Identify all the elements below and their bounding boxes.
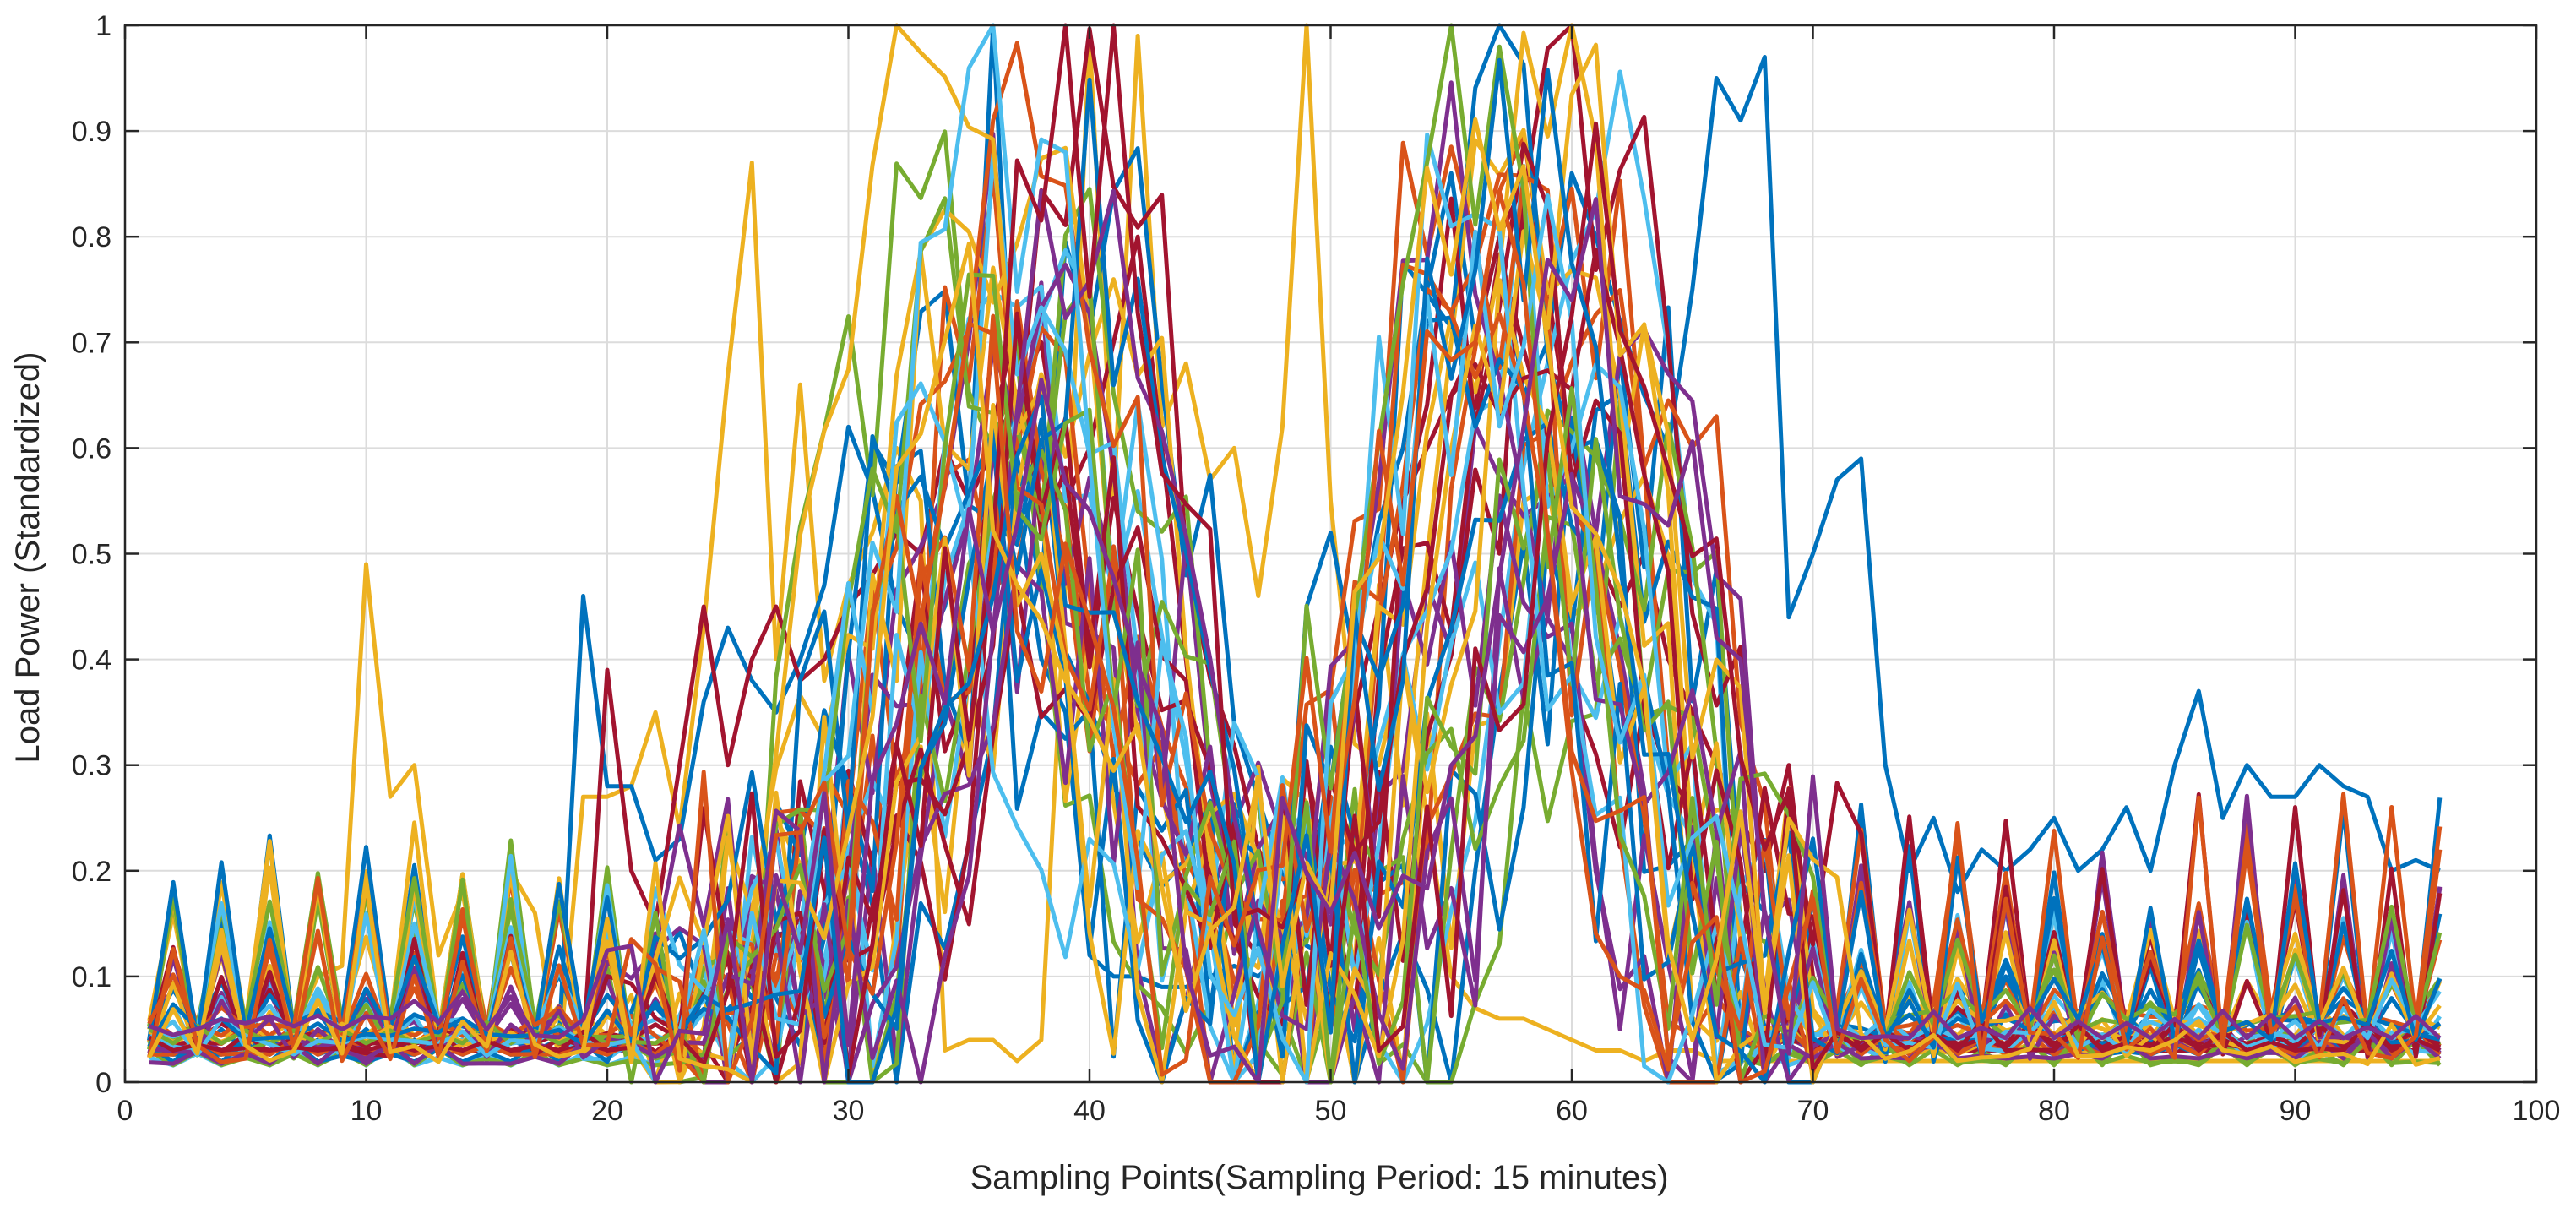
y-tick-label: 0.9: [72, 116, 111, 148]
y-tick-label: 0.8: [72, 221, 111, 253]
x-tick-label: 50: [1315, 1095, 1347, 1127]
series-line: [147, 262, 2443, 1085]
x-axis-label: Sampling Points(Sampling Period: 15 minu…: [970, 1159, 1668, 1196]
x-tick-label: 40: [1073, 1095, 1106, 1127]
x-tick-label: 30: [833, 1095, 865, 1127]
y-tick-label: 1: [95, 10, 111, 42]
ticks-layer: 0 10 20 30 40 50 60 70 80 90 100 0 0.1 0.2 0.3 0.4 0.5 0.…: [72, 10, 2561, 1127]
x-tick-label: 60: [1556, 1095, 1588, 1127]
series-layer: [147, 23, 2443, 1085]
y-tick-label: 0: [95, 1067, 111, 1099]
y-tick-label: 0.3: [72, 750, 111, 782]
x-tick-label: 70: [1797, 1095, 1829, 1127]
y-tick-label: 0.1: [72, 961, 111, 993]
y-tick-label: 0.5: [72, 539, 111, 571]
y-tick-label: 0.6: [72, 433, 111, 465]
y-tick-label: 0.4: [72, 645, 111, 677]
x-tick-label: 80: [2038, 1095, 2070, 1127]
x-tick-label: 90: [2280, 1095, 2312, 1127]
x-tick-label: 20: [591, 1095, 623, 1127]
x-tick-label: 0: [117, 1095, 133, 1127]
series-line: [148, 197, 2442, 1085]
x-tick-label: 10: [351, 1095, 383, 1127]
y-axis-label: Load Power (Standardized): [9, 352, 46, 764]
y-tick-label: 0.2: [72, 856, 111, 888]
x-tick-label: 100: [2513, 1095, 2561, 1127]
series-line: [147, 189, 2443, 1085]
y-tick-label: 0.7: [72, 327, 111, 359]
